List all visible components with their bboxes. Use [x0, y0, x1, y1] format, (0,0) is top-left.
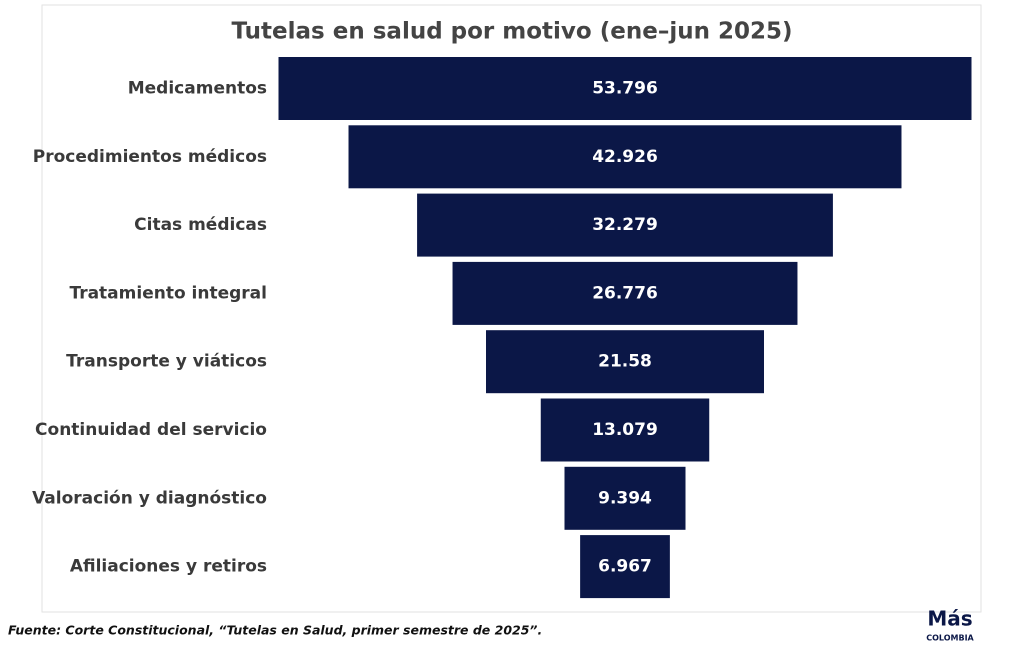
- chart-title: Tutelas en salud por motivo (ene–jun 202…: [232, 19, 793, 45]
- category-label: Procedimientos médicos: [33, 147, 267, 167]
- funnel-bar: [452, 261, 798, 325]
- funnel-bar: [580, 535, 670, 599]
- value-label: 26.776: [592, 283, 658, 303]
- value-label: 21.58: [598, 352, 652, 372]
- category-label: Continuidad del servicio: [35, 420, 267, 440]
- logo-subtitle: COLOMBIA: [926, 634, 974, 643]
- funnel-bar: [486, 330, 764, 394]
- funnel-bar: [348, 125, 902, 189]
- category-label: Citas médicas: [134, 215, 267, 235]
- funnel-bar: [540, 398, 710, 462]
- category-label: Afiliaciones y retiros: [70, 557, 267, 577]
- funnel-bar: [417, 193, 833, 257]
- value-label: 9.394: [598, 488, 652, 508]
- funnel-bar: [564, 466, 686, 530]
- category-label: Valoración y diagnóstico: [32, 488, 267, 508]
- logo-name: Más: [927, 607, 972, 631]
- funnel-bar: [278, 57, 972, 120]
- category-label: Tratamiento integral: [69, 283, 267, 303]
- source-note: Fuente: Corte Constitucional, “Tutelas e…: [8, 623, 542, 638]
- value-label: 53.796: [592, 79, 658, 99]
- value-label: 6.967: [598, 557, 652, 577]
- value-label: 32.279: [592, 215, 658, 235]
- value-label: 42.926: [592, 147, 658, 167]
- value-label: 13.079: [592, 420, 658, 440]
- category-label: Medicamentos: [128, 79, 267, 99]
- category-label: Transporte y viáticos: [66, 352, 267, 372]
